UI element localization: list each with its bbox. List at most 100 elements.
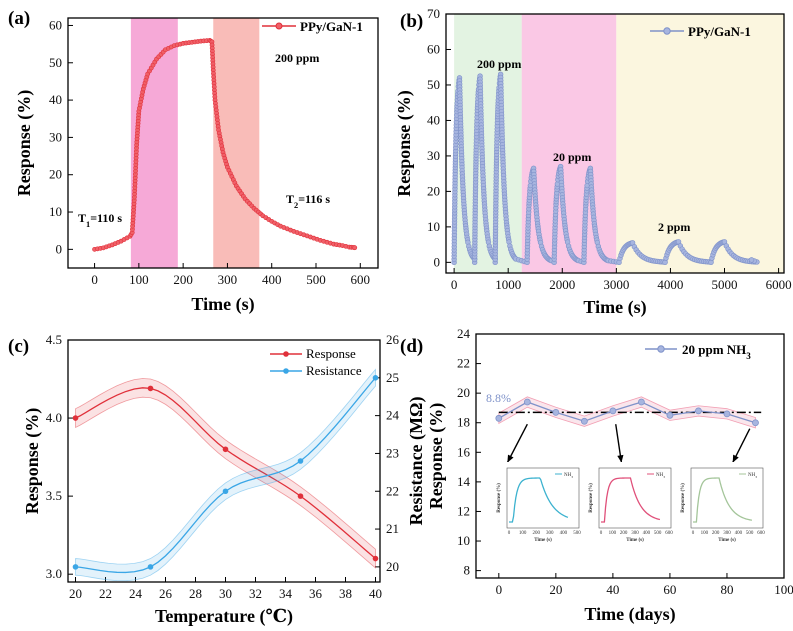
y-tick-label: 12 (457, 503, 470, 518)
x-tick-label: 300 (218, 272, 238, 287)
data-point (147, 385, 154, 392)
y2-tick-label: 23 (386, 445, 399, 460)
data-point (372, 375, 379, 381)
inset-x-tick: 100 (701, 531, 709, 536)
x-axis-label: Time (s) (191, 294, 254, 315)
y-axis-label: Response (%) (426, 403, 447, 510)
panel-b: 0 1000 2000 3000 4000 5000 6000 0 10 20 30 40 50 60 70… (394, 6, 792, 318)
data-point (580, 417, 588, 425)
y-tick-label: 0 (434, 254, 441, 269)
data-point (297, 493, 304, 499)
arrowhead (617, 454, 624, 463)
y-tick-label: 18 (457, 415, 470, 430)
y-tick-label: 50 (427, 77, 440, 92)
data-point (609, 407, 617, 415)
inset-x-tick: 300 (546, 531, 554, 536)
inset-x-label: Time (s) (626, 538, 644, 543)
data-point (748, 257, 755, 263)
y-tick-label: 22 (457, 356, 470, 371)
data-point (297, 458, 304, 464)
y-tick-label: 60 (427, 41, 440, 56)
concentration-label: 200 ppm (275, 51, 319, 65)
y-tick-label: 4.0 (46, 410, 62, 425)
x-tick-label: 100 (774, 582, 793, 597)
y2-tick-label: 22 (386, 483, 399, 498)
x-tick-label: 40 (369, 586, 382, 601)
inset-x-tick: 300 (631, 531, 639, 536)
panel-d: 0 20 40 60 80 100 8 10 12 14 16 18 20 22 24 Time (days)… (400, 326, 793, 625)
y-tick-label: 10 (427, 219, 440, 234)
x-tick-label: 24 (129, 586, 143, 601)
panel-label: (a) (8, 8, 30, 29)
inset-frame (506, 467, 580, 529)
x-tick-label: 0 (496, 582, 503, 597)
inset-x-tick: 100 (609, 531, 617, 536)
legend-label: Resistance (306, 363, 362, 378)
series-line-resistance (75, 377, 376, 574)
y-axis-label: Response (%) (22, 408, 43, 515)
x-tick-label: 0 (91, 272, 98, 287)
inset-x-tick: 300 (723, 531, 731, 536)
t1-label: T1=110 s (78, 211, 122, 229)
y-tick-label: 16 (457, 444, 471, 459)
inset-x-tick: 500 (573, 531, 581, 536)
data-point (147, 564, 154, 570)
y-tick-label: 14 (457, 474, 471, 489)
legend-label: Response (306, 346, 356, 361)
data-point (372, 555, 379, 562)
y-tick-label: 4.5 (46, 332, 62, 347)
legend-label: PPy/GaN-1 (688, 24, 751, 39)
inset-y-label: Response (%) (497, 483, 502, 513)
x-tick-label: 3000 (603, 277, 629, 292)
data-point (222, 446, 229, 453)
inset-x-tick: 200 (620, 531, 628, 536)
y-tick-label: 30 (427, 148, 440, 163)
inset-frame (598, 467, 672, 529)
x-tick-label: 0 (451, 277, 458, 292)
data-point (222, 488, 229, 495)
inset-background (583, 462, 675, 546)
arrowhead (507, 454, 514, 463)
inset-x-tick: 500 (746, 531, 754, 536)
inset-x-tick: 0 (600, 531, 603, 536)
x-tick-label: 30 (219, 586, 232, 601)
y-tick-label: 20 (457, 385, 470, 400)
x-tick-label: 22 (99, 586, 112, 601)
data-point (695, 407, 702, 415)
legend-marker (283, 368, 289, 374)
data-point (723, 410, 731, 418)
y2-tick-label: 25 (386, 370, 399, 385)
y-tick-label: 3.0 (46, 566, 62, 581)
concentration-label-2: 2 ppm (658, 220, 690, 234)
x-tick-label: 400 (262, 272, 282, 287)
x-tick-label: 5000 (712, 277, 738, 292)
panel-label: (d) (400, 336, 423, 357)
y-tick-label: 70 (427, 6, 440, 21)
inset-series-line (693, 477, 753, 523)
x-tick-label: 100 (129, 272, 149, 287)
legend-marker (657, 345, 665, 353)
plot-frame (445, 13, 785, 274)
inset-x-tick: 200 (532, 531, 540, 536)
inset-x-tick: 400 (643, 531, 651, 536)
x-tick-label: 40 (606, 582, 619, 597)
inset-x-tick: 0 (692, 531, 695, 536)
y-tick-label: 30 (49, 129, 62, 144)
inset-y-label: Response (%) (589, 483, 594, 513)
inset-legend-label: NH3 (748, 473, 757, 479)
x-tick-label: 36 (309, 586, 323, 601)
inset-x-label: Time (s) (534, 538, 552, 543)
data-point (72, 415, 79, 421)
inset-background (675, 462, 767, 546)
legend-label: 20 ppm NH3 (682, 342, 751, 361)
x-tick-label: 2000 (549, 277, 575, 292)
y-tick-label: 20 (427, 183, 440, 198)
panel-a: 0 100 200 300 400 500 600 0 10 20 30 40 50 60 Time (s)… (8, 8, 379, 315)
variation-label: 8.8% (486, 391, 511, 405)
inset-x-tick: 0 (508, 531, 511, 536)
data-point (666, 411, 674, 419)
y2-tick-label: 26 (386, 332, 400, 347)
concentration-label-20: 20 ppm (553, 150, 591, 164)
x-tick-label: 4000 (657, 277, 683, 292)
